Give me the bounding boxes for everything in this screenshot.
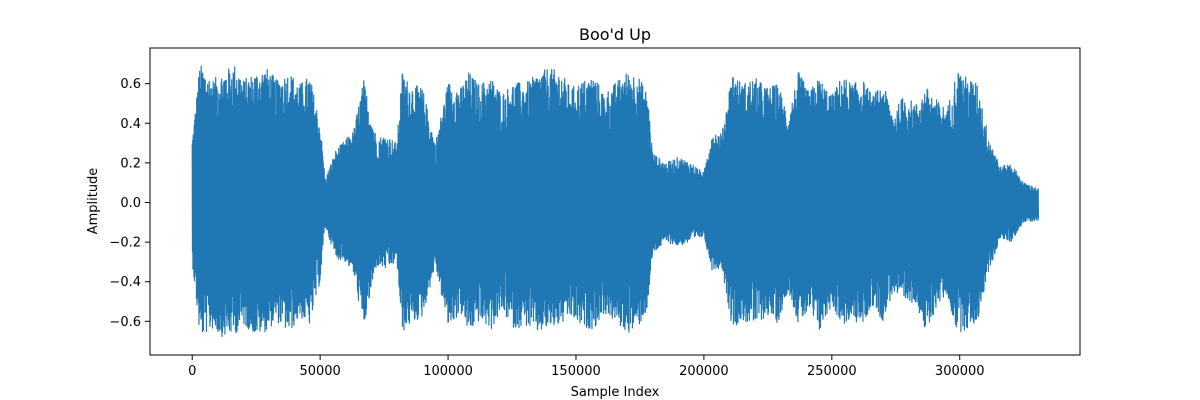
y-tick-label: 0.4 [120,117,141,132]
x-tick-label: 0 [188,364,196,379]
x-tick-label: 150000 [551,364,601,379]
y-tick-label: 0.6 [120,77,141,92]
x-tick-label: 200000 [679,364,729,379]
y-tick-label: −0.2 [109,236,141,251]
x-tick-label: 250000 [807,364,857,379]
waveform-series-line [191,65,1040,337]
x-tick-label: 50000 [299,364,340,379]
x-axis: 0 50000 100000 150000 200000 250000 300000 [188,355,985,379]
plot-area [191,65,1040,337]
x-tick-label: 100000 [423,364,473,379]
axes-frame [149,47,1081,356]
x-tick-label: 300000 [935,364,985,379]
y-tick-label: −0.6 [109,315,141,330]
y-tick-label: −0.4 [109,275,141,290]
y-tick-label: 0.2 [120,156,141,171]
chart-title: Boo'd Up [579,25,651,44]
y-axis: −0.6 −0.4 −0.2 0.0 0.2 0.4 0.6 [109,77,150,330]
y-axis-label: Amplitude [86,168,101,235]
x-axis-label: Sample Index [571,385,660,400]
y-tick-label: 0.0 [120,196,141,211]
